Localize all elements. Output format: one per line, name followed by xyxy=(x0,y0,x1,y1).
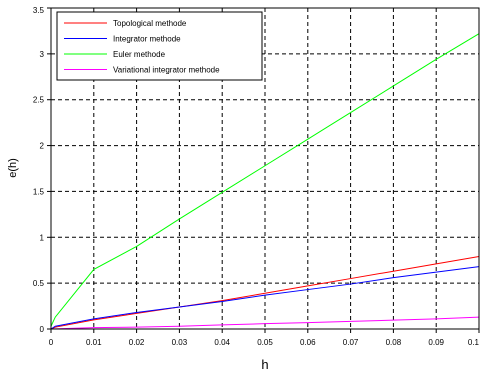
legend-label: Variational integrator methode xyxy=(113,66,220,75)
y-axis-label: e(h) xyxy=(7,158,19,178)
y-tick-label: 0 xyxy=(40,325,45,334)
x-tick-label: 0.1 xyxy=(468,338,480,347)
axis-ticks: 0 0.01 0.02 0.03 0.04 0.05 0.06 0.07 0.08 0.09 0.1… xyxy=(33,6,480,347)
legend-label: Integrator methode xyxy=(113,35,181,44)
x-tick-label: 0.02 xyxy=(129,338,145,347)
x-axis-label: h xyxy=(261,357,268,372)
y-tick-label: 0.5 xyxy=(33,279,45,288)
series-line-2 xyxy=(50,266,480,330)
x-tick-label: 0.01 xyxy=(86,338,102,347)
x-tick-label: 0.06 xyxy=(300,338,316,347)
y-tick-label: 2 xyxy=(40,142,45,151)
y-tick-label: 1.5 xyxy=(33,187,45,196)
y-tick-label: 3 xyxy=(40,50,45,59)
x-tick-label: 0 xyxy=(49,338,54,347)
x-tick-label: 0.03 xyxy=(172,338,188,347)
series-line-1 xyxy=(50,256,480,330)
y-tick-label: 1 xyxy=(40,233,45,242)
series-line-3 xyxy=(50,33,480,327)
grid xyxy=(51,8,479,329)
legend-label: Euler methode xyxy=(113,50,166,59)
x-tick-label: 0.08 xyxy=(386,338,402,347)
x-tick-label: 0.04 xyxy=(214,338,230,347)
series-group xyxy=(50,33,480,330)
x-tick-label: 0.05 xyxy=(257,338,273,347)
y-tick-label: 2.5 xyxy=(33,96,45,105)
series-line-4 xyxy=(50,316,480,330)
y-tick-label: 3.5 xyxy=(33,6,45,15)
x-tick-label: 0.07 xyxy=(343,338,359,347)
x-tick-label: 0.09 xyxy=(428,338,444,347)
legend-label: Topological methode xyxy=(113,19,187,28)
legend: Topological methode Integrator methode Eul… xyxy=(56,11,263,81)
